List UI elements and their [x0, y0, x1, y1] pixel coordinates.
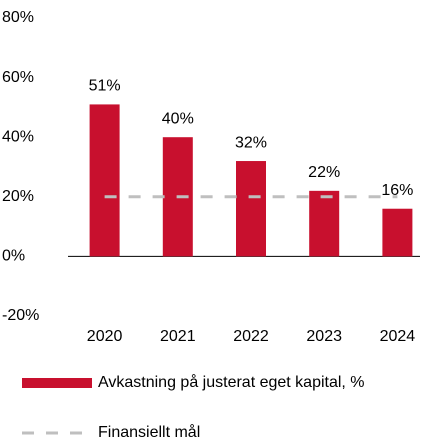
bar: [382, 208, 413, 257]
x-tick-label: 2022: [233, 328, 269, 345]
x-tick-label: 2021: [160, 328, 196, 345]
bar: [309, 190, 340, 257]
legend-swatch: [22, 378, 92, 388]
x-tick-label: 2023: [306, 328, 342, 345]
y-tick-label: 80%: [2, 9, 34, 26]
y-tick-label: 60%: [2, 69, 34, 86]
legend-label: Finansiellt mål: [98, 423, 200, 441]
bar: [236, 161, 266, 257]
legend-label: Avkastning på justerat eget kapital, %: [98, 373, 365, 391]
x-tick-label: 2020: [87, 328, 123, 345]
y-tick-label: 20%: [2, 188, 34, 205]
value-label: 22%: [308, 164, 340, 181]
y-tick-label: 0%: [2, 248, 25, 265]
bar: [89, 104, 120, 257]
y-tick-label: -20%: [2, 307, 39, 324]
x-tick-label: 2024: [380, 328, 416, 345]
value-label: 51%: [89, 78, 121, 95]
value-label: 32%: [235, 134, 267, 151]
y-tick-label: 40%: [2, 128, 34, 145]
value-label: 16%: [381, 182, 413, 199]
value-label: 40%: [162, 110, 194, 127]
